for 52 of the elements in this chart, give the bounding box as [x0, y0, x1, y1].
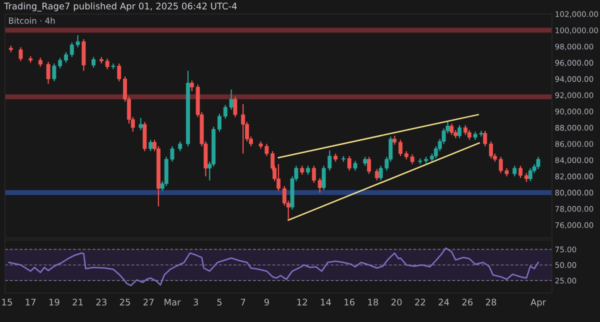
x-tick-label: 27	[144, 298, 154, 306]
x-tick-label: 9	[264, 298, 269, 306]
candlestick	[450, 123, 454, 136]
x-tick-label: 17	[26, 298, 36, 306]
x-tick-label: 23	[96, 298, 106, 306]
x-tick-label: 15	[2, 298, 12, 306]
x-tick-label: 20	[391, 298, 402, 306]
candlestick	[46, 61, 50, 84]
candlestick	[367, 156, 371, 174]
x-tick-label: 26	[462, 298, 473, 306]
x-tick-label: 3	[194, 298, 198, 306]
candlestick	[178, 140, 182, 152]
candlestick	[398, 139, 402, 157]
x-tick-label: 7	[240, 298, 246, 306]
candlestick	[117, 62, 122, 82]
candlestick	[18, 46, 23, 62]
x-tick-label: 5	[217, 298, 222, 306]
x-tick-label: 25	[120, 298, 130, 306]
candlestick	[374, 168, 379, 181]
x-tick-label: Mar	[164, 298, 181, 306]
x-tick-label: 28	[486, 298, 496, 306]
candlestick	[241, 104, 246, 154]
candlestick	[138, 117, 143, 131]
line-series	[8, 247, 539, 286]
x-tick-label: 22	[415, 298, 426, 306]
x-tick-label: 24	[438, 298, 450, 306]
candlestick	[353, 160, 358, 172]
x-tick-label: 18	[368, 298, 378, 306]
candlestick	[518, 165, 522, 178]
candlestick	[92, 56, 96, 68]
x-tick-label: Apr	[530, 298, 546, 308]
text: Trading_Rage7 published Apr 01, 2025 06:42 UTC-4	[4, 2, 237, 12]
candlestick	[64, 52, 68, 64]
candlestick	[512, 165, 517, 177]
x-tick-label: 14	[320, 298, 331, 306]
candlestick	[489, 140, 493, 160]
x-tick-label: 19	[49, 298, 60, 306]
candlestick	[111, 62, 116, 70]
candlestick	[458, 124, 462, 139]
x-tick-label: 12	[297, 298, 307, 306]
candlestick	[148, 139, 153, 152]
x-tick-label: 16	[344, 298, 355, 306]
candlestick	[276, 164, 280, 192]
chart-title: Bitcoin · 4h	[9, 17, 55, 24]
candlestick	[233, 96, 238, 118]
candlestick	[82, 38, 86, 72]
candlestick	[536, 156, 540, 170]
candlestick	[483, 130, 488, 147]
candlestick	[217, 113, 222, 132]
x-tick-label: 21	[72, 298, 83, 306]
candlestick	[347, 155, 352, 172]
candlestick	[528, 168, 532, 182]
